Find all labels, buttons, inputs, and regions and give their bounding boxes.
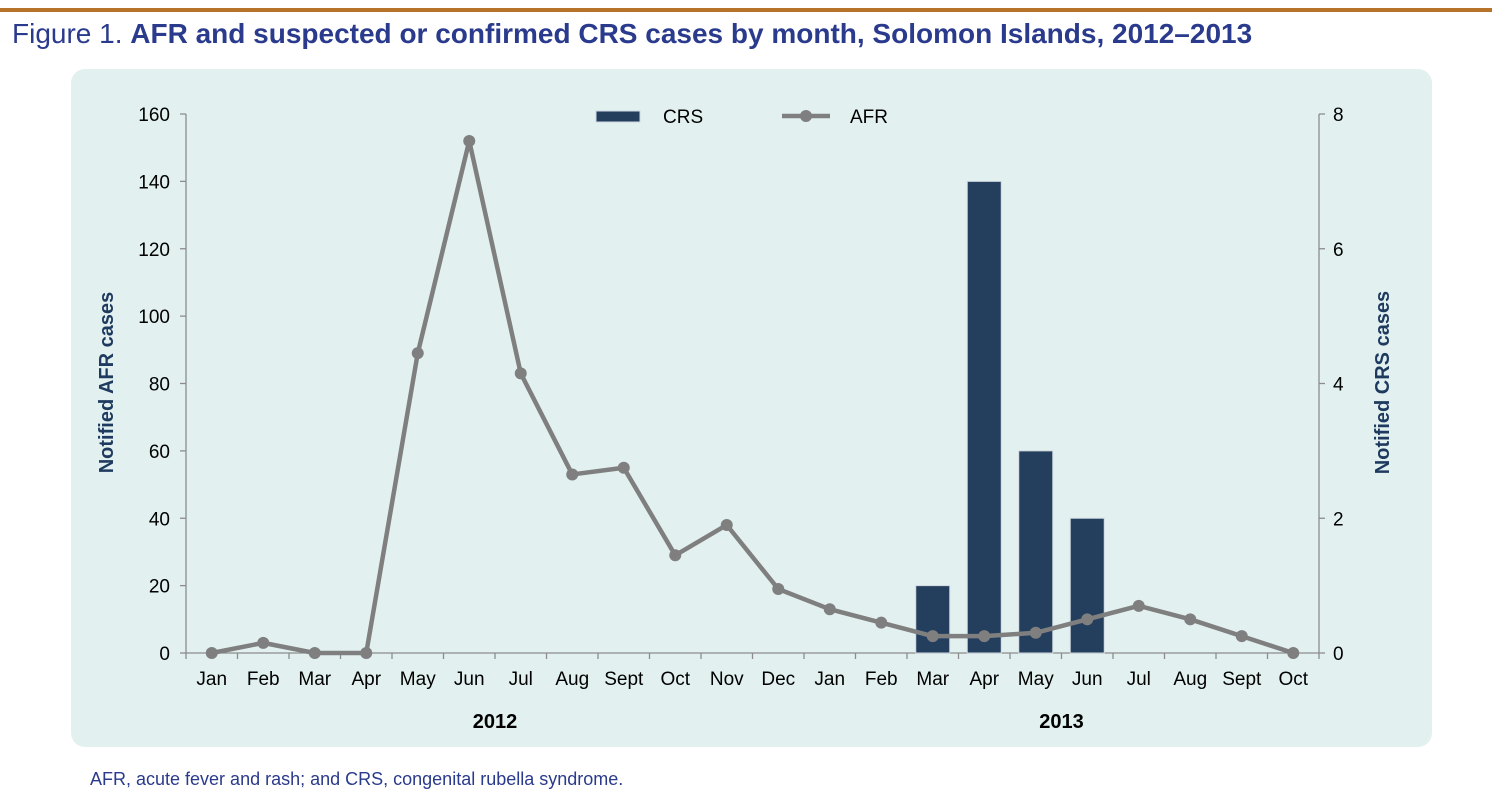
afr-point	[669, 549, 682, 562]
afr-point	[720, 518, 733, 531]
legend-afr-label: AFR	[850, 107, 888, 128]
year-label: 2012	[473, 711, 518, 733]
afr-point	[514, 367, 527, 380]
left-axis-tick-label: 100	[138, 307, 170, 328]
afr-point	[1235, 630, 1248, 643]
left-axis-tick-label: 40	[149, 509, 170, 530]
crs-bar	[1069, 517, 1105, 654]
left-axis-tick-label: 80	[149, 375, 170, 396]
afr-point	[823, 603, 836, 616]
left-axis-tick-label: 60	[149, 442, 170, 463]
legend-crs-swatch	[595, 110, 641, 123]
afr-point	[411, 347, 424, 360]
left-axis-tick-label: 20	[149, 577, 170, 598]
right-axis-tick-label: 6	[1333, 240, 1344, 261]
afr-point	[1287, 647, 1300, 659]
left-axis-tick-label: 0	[159, 644, 170, 665]
afr-point	[566, 468, 579, 481]
x-axis-tick-label: Jul	[509, 669, 533, 690]
legend-afr-marker	[800, 110, 812, 122]
x-axis-tick-label: Sept	[604, 669, 644, 690]
chart-panel	[71, 69, 1432, 747]
x-axis-tick-label: Feb	[247, 669, 280, 690]
x-axis-tick-label: Jan	[814, 669, 845, 690]
x-axis-tick-label: Sept	[1222, 669, 1262, 690]
top-accent-bar	[0, 8, 1492, 12]
afr-point	[257, 636, 270, 649]
x-axis-tick-label: Jul	[1127, 669, 1151, 690]
afr-point	[308, 647, 321, 659]
afr-point	[1029, 626, 1042, 639]
x-axis-tick-label: Aug	[555, 669, 589, 690]
crs-bar	[1018, 450, 1054, 654]
left-axis-tick-label: 120	[138, 240, 170, 261]
x-axis-tick-label: May	[400, 669, 436, 690]
x-axis-tick-label: Dec	[761, 669, 795, 690]
afr-point	[205, 647, 218, 659]
afr-point	[875, 616, 888, 629]
afr-point	[463, 134, 476, 147]
left-axis-title: Notified AFR cases	[96, 292, 118, 474]
afr-point	[360, 647, 373, 659]
x-axis-tick-label: Oct	[1278, 669, 1308, 690]
x-axis-tick-label: Jun	[454, 669, 485, 690]
x-axis-tick-label: Apr	[351, 669, 381, 690]
crs-bar	[915, 585, 951, 654]
figure-title-text: AFR and suspected or confirmed CRS cases…	[130, 18, 1253, 49]
afr-point	[978, 630, 991, 643]
right-axis-title: Notified CRS cases	[1372, 291, 1394, 474]
afr-point	[1184, 613, 1197, 626]
x-axis-tick-label: Mar	[298, 669, 331, 690]
x-axis-tick-label: Nov	[710, 669, 744, 690]
figure-title: Figure 1. AFR and suspected or confirmed…	[12, 18, 1252, 50]
afr-point	[1081, 613, 1094, 626]
left-axis-tick-label: 160	[138, 105, 170, 126]
afr-point	[617, 461, 630, 474]
left-axis-tick-label: 140	[138, 172, 170, 193]
x-axis-tick-label: May	[1018, 669, 1054, 690]
x-axis-tick-label: Jan	[196, 669, 227, 690]
crs-bar	[966, 180, 1002, 654]
afr-point	[926, 630, 939, 643]
afr-line	[211, 138, 1294, 656]
x-axis-tick-label: Oct	[660, 669, 690, 690]
x-axis-tick-label: Feb	[865, 669, 898, 690]
afr-point	[1132, 599, 1145, 612]
footnote: AFR, acute fever and rash; and CRS, cong…	[90, 769, 624, 789]
right-axis-tick-label: 4	[1333, 375, 1344, 396]
year-label: 2013	[1039, 711, 1084, 733]
x-axis-tick-label: Aug	[1173, 669, 1207, 690]
x-axis-tick-label: Mar	[916, 669, 949, 690]
x-axis-tick-label: Jun	[1072, 669, 1103, 690]
right-axis-tick-label: 0	[1333, 644, 1344, 665]
figure-label: Figure 1.	[12, 18, 123, 49]
right-axis-tick-label: 8	[1333, 105, 1344, 126]
legend-crs-label: CRS	[663, 107, 703, 128]
afr-point	[772, 582, 785, 595]
right-axis-tick-label: 2	[1333, 509, 1344, 530]
x-axis-tick-label: Apr	[969, 669, 999, 690]
